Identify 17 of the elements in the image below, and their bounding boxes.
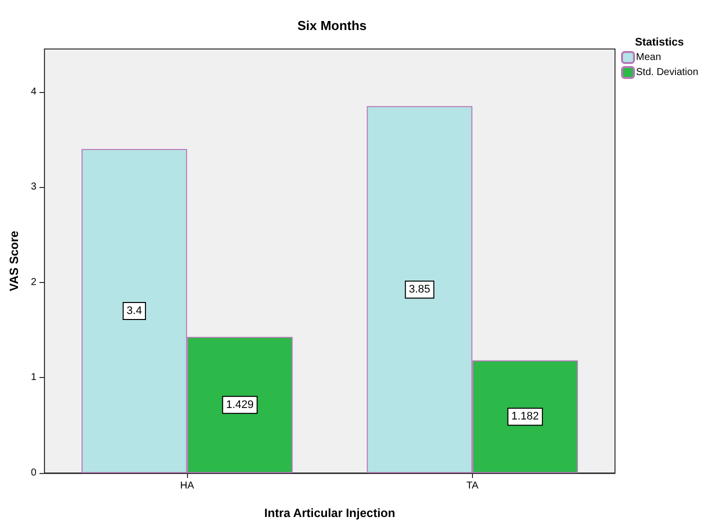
data-label: 1.182 — [511, 410, 539, 423]
x-tick-label: TA — [466, 480, 479, 492]
x-axis-title: Intra Articular Injection — [264, 506, 396, 520]
y-tick-label: 3 — [30, 182, 37, 193]
data-label: 3.85 — [408, 284, 430, 296]
y-tick-label: 1 — [30, 372, 37, 384]
legend-label: Mean — [636, 52, 662, 63]
legend-label: Std. Deviation — [636, 67, 698, 78]
x-tick-label: HA — [180, 480, 194, 492]
chart-title: Six Months — [297, 18, 367, 33]
data-label: 3.4 — [126, 305, 142, 318]
y-tick-label: 4 — [30, 86, 37, 98]
y-tick-label: 0 — [30, 468, 37, 478]
legend-title: Statistics — [635, 36, 684, 48]
data-label: 1.429 — [226, 398, 254, 411]
y-tick-label: 2 — [30, 276, 37, 288]
y-axis-title: VAS Score — [7, 230, 21, 292]
